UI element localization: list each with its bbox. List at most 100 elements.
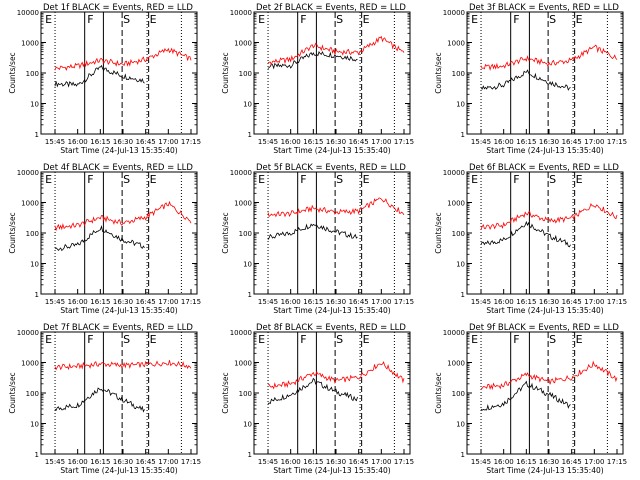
y-tick-label: 1000 bbox=[21, 360, 39, 368]
y-axis-label: Counts/sec bbox=[221, 212, 230, 253]
x-tick-label: 17:15 bbox=[394, 138, 414, 146]
lld-series-line bbox=[480, 202, 618, 231]
segment-label: E bbox=[150, 13, 157, 26]
x-tick-label: 15:45 bbox=[471, 138, 491, 146]
x-tick-label: 16:00 bbox=[68, 458, 88, 466]
panel-det-8: Det 8f BLACK = Events, RED = LLD 1 10 100 10… bbox=[221, 323, 414, 475]
y-axis-label: Counts/sec bbox=[8, 212, 17, 253]
segment-label: F bbox=[513, 173, 519, 186]
x-tick-label: 16:00 bbox=[494, 458, 514, 466]
lld-series-line bbox=[267, 35, 405, 66]
plot-frame bbox=[40, 171, 198, 295]
y-tick-label: 1000 bbox=[234, 200, 252, 208]
segment-label: E bbox=[471, 13, 478, 26]
segment-label: E bbox=[363, 333, 370, 346]
events-series-line bbox=[54, 387, 145, 413]
events-series-line bbox=[480, 220, 571, 248]
x-tick-label: 17:15 bbox=[607, 458, 627, 466]
segment-label: S bbox=[549, 13, 556, 26]
x-tick-label: 17:00 bbox=[584, 458, 604, 466]
segment-label: E bbox=[576, 13, 583, 26]
x-tick-label: 16:00 bbox=[281, 458, 301, 466]
segment-label: S bbox=[336, 333, 343, 346]
y-tick-label: 1000 bbox=[447, 200, 465, 208]
y-tick-label: 10 bbox=[30, 101, 39, 109]
y-tick-label: 1 bbox=[35, 291, 39, 299]
x-tick-label: 16:45 bbox=[349, 458, 369, 466]
y-tick-label: 10 bbox=[456, 421, 465, 429]
x-tick-label: 17:15 bbox=[394, 298, 414, 306]
x-tick-label: 17:15 bbox=[181, 458, 201, 466]
x-tick-label: 16:00 bbox=[68, 138, 88, 146]
x-tick-label: 16:45 bbox=[562, 138, 582, 146]
segment-label: E bbox=[576, 173, 583, 186]
panel-det-1: Det 1f BLACK = Events, RED = LLD 1 10 100 10… bbox=[8, 3, 201, 155]
panel-title: Det 5f BLACK = Events, RED = LLD bbox=[256, 163, 406, 173]
x-axis-label: Start Time (24-Jul-13 15:35:40) bbox=[60, 466, 177, 475]
segment-label: E bbox=[258, 173, 265, 186]
plot-frame bbox=[466, 331, 624, 455]
segment-label: F bbox=[513, 333, 519, 346]
segment-label: E bbox=[363, 13, 370, 26]
panel-det-7: Det 7f BLACK = Events, RED = LLD 1 10 100 10… bbox=[8, 323, 201, 475]
y-tick-label: 10000 bbox=[17, 329, 39, 337]
segment-label: E bbox=[258, 333, 265, 346]
y-tick-label: 10 bbox=[243, 421, 252, 429]
x-tick-label: 16:15 bbox=[516, 298, 536, 306]
x-tick-label: 16:15 bbox=[90, 458, 110, 466]
y-tick-label: 1 bbox=[248, 131, 252, 139]
segment-label: E bbox=[150, 173, 157, 186]
lld-series-line bbox=[267, 197, 405, 218]
x-tick-label: 17:00 bbox=[371, 458, 391, 466]
x-tick-label: 16:30 bbox=[539, 458, 559, 466]
y-tick-label: 10000 bbox=[443, 329, 465, 337]
y-tick-label: 1 bbox=[461, 291, 465, 299]
y-tick-label: 1 bbox=[248, 451, 252, 459]
segment-label: F bbox=[87, 173, 93, 186]
y-tick-label: 10000 bbox=[443, 169, 465, 177]
segment-label: F bbox=[300, 173, 306, 186]
plot-frame bbox=[466, 11, 624, 135]
x-axis-label: Start Time (24-Jul-13 15:35:40) bbox=[60, 306, 177, 315]
y-tick-label: 100 bbox=[452, 230, 465, 238]
segment-label: E bbox=[471, 333, 478, 346]
events-series-line bbox=[54, 64, 145, 88]
x-axis-label: Start Time (24-Jul-13 15:35:40) bbox=[273, 466, 390, 475]
x-tick-label: 16:00 bbox=[494, 298, 514, 306]
y-tick-label: 1 bbox=[248, 291, 252, 299]
y-axis-label: Counts/sec bbox=[434, 372, 443, 413]
y-axis-label: Counts/sec bbox=[8, 372, 17, 413]
segment-label: F bbox=[87, 13, 93, 26]
lld-series-line bbox=[480, 44, 618, 71]
segment-label: S bbox=[123, 173, 130, 186]
x-tick-label: 16:15 bbox=[303, 138, 323, 146]
plot-frame bbox=[466, 171, 624, 295]
x-tick-label: 16:45 bbox=[349, 298, 369, 306]
y-tick-label: 1 bbox=[461, 131, 465, 139]
x-tick-label: 16:15 bbox=[303, 458, 323, 466]
y-tick-label: 1000 bbox=[447, 360, 465, 368]
segment-label: E bbox=[150, 333, 157, 346]
segment-label: E bbox=[45, 173, 52, 186]
events-series-line bbox=[267, 50, 358, 70]
x-axis-label: Start Time (24-Jul-13 15:35:40) bbox=[486, 466, 603, 475]
panel-title: Det 3f BLACK = Events, RED = LLD bbox=[469, 3, 619, 13]
y-tick-label: 10000 bbox=[230, 9, 252, 17]
y-tick-label: 1000 bbox=[21, 200, 39, 208]
x-tick-label: 17:00 bbox=[371, 298, 391, 306]
y-tick-label: 10000 bbox=[17, 9, 39, 17]
y-tick-label: 10 bbox=[30, 261, 39, 269]
y-tick-label: 1000 bbox=[21, 40, 39, 48]
y-tick-label: 10 bbox=[243, 101, 252, 109]
x-axis-label: Start Time (24-Jul-13 15:35:40) bbox=[486, 146, 603, 155]
y-tick-label: 10000 bbox=[230, 329, 252, 337]
y-tick-label: 100 bbox=[239, 390, 252, 398]
x-tick-label: 16:30 bbox=[539, 298, 559, 306]
y-tick-label: 10 bbox=[456, 101, 465, 109]
y-tick-label: 1000 bbox=[234, 360, 252, 368]
x-tick-label: 17:00 bbox=[584, 138, 604, 146]
x-tick-label: 15:45 bbox=[258, 298, 278, 306]
x-tick-label: 16:30 bbox=[113, 138, 133, 146]
panel-title: Det 2f BLACK = Events, RED = LLD bbox=[256, 3, 406, 13]
x-tick-label: 16:15 bbox=[516, 138, 536, 146]
